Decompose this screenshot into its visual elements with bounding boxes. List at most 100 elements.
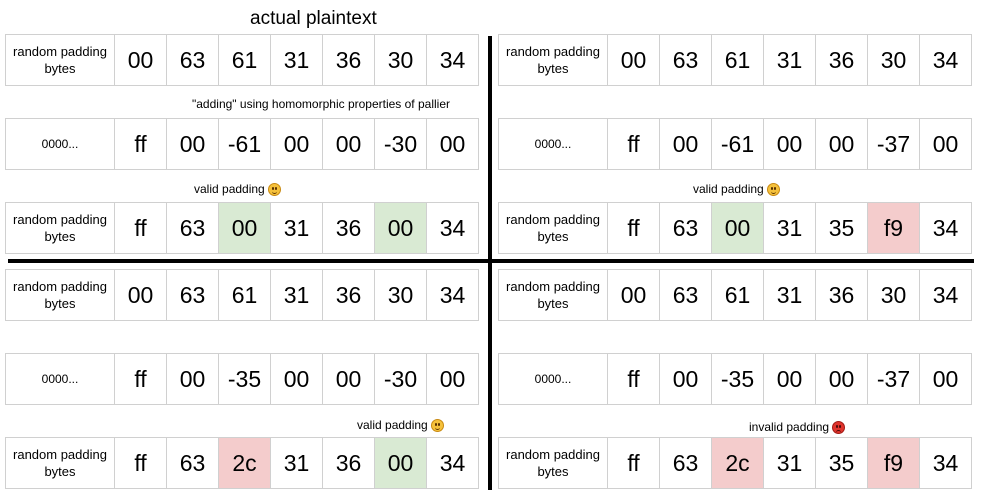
zeros-label: 0000... (498, 118, 608, 170)
br-delta-row: 0000... ff 00 -35 00 00 -37 00 (498, 353, 972, 405)
byte-cell: 34 (919, 437, 972, 489)
byte-cell: 00 (166, 353, 219, 405)
byte-cell: 30 (867, 34, 920, 86)
smiling-face-icon (430, 418, 444, 432)
tr-delta-row: 0000... ff 00 -61 00 00 -37 00 (498, 118, 972, 170)
byte-cell: -30 (374, 118, 427, 170)
adding-caption-text: "adding" using homomorphic properties of… (192, 97, 450, 111)
byte-cell: ff (607, 353, 660, 405)
byte-cell: 00 (114, 269, 167, 321)
bl-plaintext-row: random padding bytes 00 63 61 31 36 30 3… (5, 269, 479, 321)
byte-cell: 63 (659, 202, 712, 254)
byte-cell: 00 (607, 34, 660, 86)
byte-cell: 34 (919, 34, 972, 86)
zeros-label: 0000... (5, 353, 115, 405)
byte-cell: 63 (166, 34, 219, 86)
valid-byte-cell: 00 (218, 202, 271, 254)
byte-cell: -35 (711, 353, 764, 405)
valid-padding-text: valid padding (357, 418, 428, 432)
byte-cell: 61 (711, 34, 764, 86)
byte-cell: 31 (763, 437, 816, 489)
zeros-label: 0000... (5, 118, 115, 170)
byte-cell: 36 (815, 34, 868, 86)
byte-cell: 63 (166, 437, 219, 489)
byte-cell: ff (114, 353, 167, 405)
byte-cell: ff (114, 118, 167, 170)
byte-cell: 00 (322, 118, 375, 170)
byte-cell: 34 (426, 34, 479, 86)
byte-cell: 34 (426, 202, 479, 254)
byte-cell: 30 (374, 269, 427, 321)
byte-cell: 63 (659, 269, 712, 321)
tr-plaintext-row: random padding bytes 00 63 61 31 36 30 3… (498, 34, 972, 86)
byte-cell: 30 (374, 34, 427, 86)
angry-face-icon (832, 420, 846, 434)
byte-cell: 36 (322, 269, 375, 321)
byte-cell: 31 (763, 269, 816, 321)
byte-cell: 31 (270, 269, 323, 321)
tl-delta-row: 0000... ff 00 -61 00 00 -30 00 (5, 118, 479, 170)
byte-cell: 34 (919, 202, 972, 254)
padding-label: random padding bytes (498, 269, 608, 321)
byte-cell: 36 (322, 34, 375, 86)
byte-cell: 00 (763, 118, 816, 170)
byte-cell: ff (607, 437, 660, 489)
byte-cell: 00 (270, 353, 323, 405)
padding-label: random padding bytes (498, 202, 608, 254)
invalid-byte-cell: 2c (218, 437, 271, 489)
byte-cell: 31 (270, 34, 323, 86)
zeros-label: 0000... (498, 353, 608, 405)
byte-cell: 31 (270, 202, 323, 254)
byte-cell: 35 (815, 202, 868, 254)
diagram-title: actual plaintext (250, 8, 377, 29)
byte-cell: 00 (659, 118, 712, 170)
horizontal-divider (8, 259, 974, 263)
byte-cell: ff (607, 118, 660, 170)
byte-cell: 00 (659, 353, 712, 405)
byte-cell: 34 (919, 269, 972, 321)
byte-cell: 00 (815, 353, 868, 405)
padding-label: random padding bytes (5, 202, 115, 254)
invalid-padding-text: invalid padding (749, 420, 830, 434)
byte-cell: ff (607, 202, 660, 254)
br-plaintext-row: random padding bytes 00 63 61 31 36 30 3… (498, 269, 972, 321)
byte-cell: ff (114, 202, 167, 254)
valid-padding-caption: valid padding (693, 182, 780, 196)
byte-cell: -61 (711, 118, 764, 170)
byte-cell: 00 (114, 34, 167, 86)
byte-cell: 63 (659, 34, 712, 86)
byte-cell: 00 (270, 118, 323, 170)
byte-cell: 36 (815, 269, 868, 321)
byte-cell: 63 (166, 269, 219, 321)
byte-cell: 00 (426, 353, 479, 405)
bl-delta-row: 0000... ff 00 -35 00 00 -30 00 (5, 353, 479, 405)
byte-cell: 63 (659, 437, 712, 489)
byte-cell: 35 (815, 437, 868, 489)
valid-byte-cell: 00 (711, 202, 764, 254)
byte-cell: 00 (426, 118, 479, 170)
valid-padding-caption: valid padding (194, 182, 281, 196)
byte-cell: ff (114, 437, 167, 489)
byte-cell: -37 (867, 118, 920, 170)
adding-caption: "adding" using homomorphic properties of… (192, 97, 450, 111)
byte-cell: 61 (711, 269, 764, 321)
byte-cell: 00 (607, 269, 660, 321)
byte-cell: 00 (919, 353, 972, 405)
padding-label: random padding bytes (5, 34, 115, 86)
br-result-row: random padding bytes ff 63 2c 31 35 f9 3… (498, 437, 972, 489)
byte-cell: 00 (815, 118, 868, 170)
valid-byte-cell: 00 (374, 437, 427, 489)
byte-cell: 36 (322, 437, 375, 489)
byte-cell: 31 (763, 34, 816, 86)
invalid-byte-cell: f9 (867, 202, 920, 254)
vertical-divider (488, 36, 492, 490)
byte-cell: -30 (374, 353, 427, 405)
invalid-byte-cell: f9 (867, 437, 920, 489)
padding-label: random padding bytes (5, 437, 115, 489)
padding-label: random padding bytes (498, 437, 608, 489)
tl-result-row: random padding bytes ff 63 00 31 36 00 3… (5, 202, 479, 254)
byte-cell: 00 (166, 118, 219, 170)
byte-cell: 63 (166, 202, 219, 254)
bl-result-row: random padding bytes ff 63 2c 31 36 00 3… (5, 437, 479, 489)
byte-cell: 34 (426, 437, 479, 489)
